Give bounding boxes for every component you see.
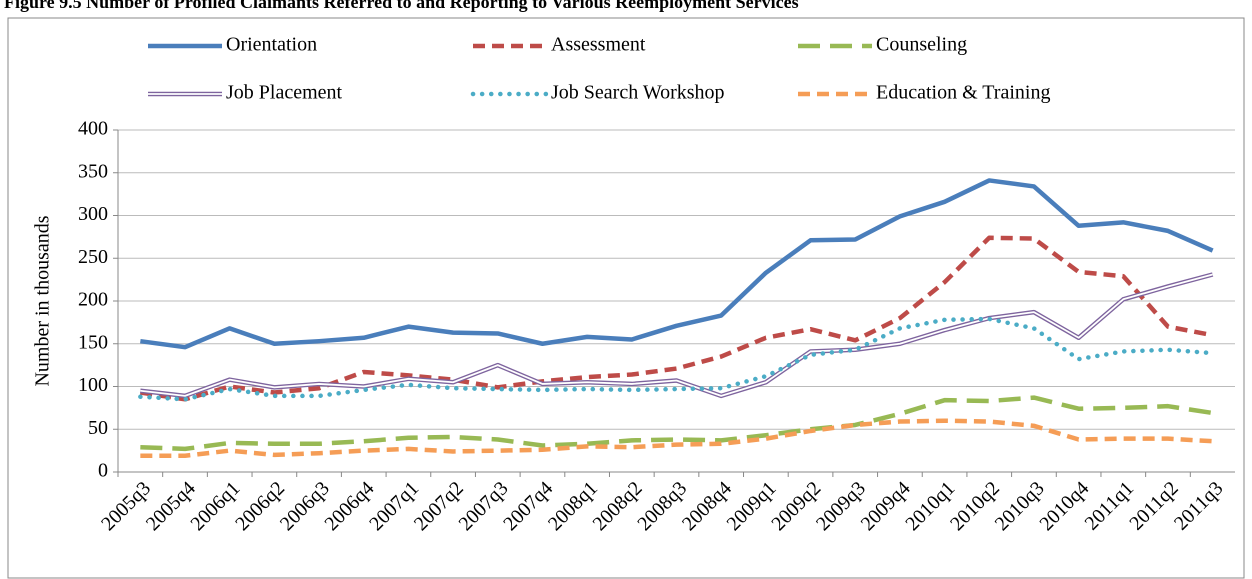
y-tick-label: 300 [78, 203, 108, 225]
y-tick-label: 100 [78, 374, 108, 396]
x-tick-label: 2007q1 [365, 477, 423, 535]
x-tick-label: 2009q3 [812, 477, 870, 535]
y-tick-label: 350 [78, 160, 108, 182]
y-tick-label: 0 [98, 460, 108, 482]
y-tick-label: 50 [88, 417, 108, 439]
x-tick-label: 2006q4 [321, 477, 379, 535]
legend-label: Orientation [226, 34, 317, 56]
x-tick-label: 2010q3 [991, 477, 1049, 535]
x-tick-label: 2005q4 [142, 477, 200, 535]
series-line [140, 178, 1214, 350]
x-tick-label: 2007q2 [410, 477, 468, 535]
chart-border [7, 17, 1245, 579]
x-tick-label: 2011q1 [1081, 477, 1138, 534]
x-tick-label: 2008q2 [589, 477, 647, 535]
series-line [139, 235, 1214, 402]
y-tick-label: 150 [78, 331, 108, 353]
x-tick-label: 2005q3 [97, 477, 155, 535]
y-axis-label: Number in thousands [32, 215, 54, 386]
series-line-outer [140, 272, 1214, 399]
series-line [138, 316, 1215, 402]
legend-label: Education & Training [876, 82, 1050, 104]
x-tick-label: 2010q2 [946, 477, 1004, 535]
x-tick-label: 2010q4 [1035, 477, 1093, 535]
x-tick-label: 2009q2 [767, 477, 825, 535]
chart-title: Figure 9.5 Number of Profiled Claimants … [4, 0, 799, 12]
x-tick-label: 2007q4 [499, 477, 557, 535]
series-line [140, 395, 1214, 452]
legend-label: Assessment [551, 34, 646, 56]
legend-label: Job Placement [226, 82, 343, 104]
series-line [140, 418, 1213, 459]
x-tick-label: 2008q4 [678, 477, 736, 535]
x-tick-label: 2008q1 [544, 477, 602, 535]
x-tick-label: 2009q4 [857, 477, 915, 535]
legend-label: Job Search Workshop [551, 82, 725, 104]
x-tick-label: 2007q3 [455, 477, 513, 535]
x-tick-label: 2006q1 [187, 477, 245, 535]
legend-label: Counseling [876, 34, 967, 56]
x-tick-label: 2006q2 [231, 477, 289, 535]
x-tick-label: 2006q3 [276, 477, 334, 535]
series-line-inner [140, 273, 1213, 397]
x-tick-label: 2011q3 [1170, 477, 1227, 534]
x-tick-label: 2011q2 [1125, 477, 1182, 534]
y-tick-label: 250 [78, 246, 108, 268]
y-tick-label: 400 [78, 118, 108, 140]
series-line [140, 274, 1212, 395]
y-tick-label: 200 [78, 289, 108, 311]
x-tick-label: 2010q1 [901, 477, 959, 535]
x-tick-label: 2008q3 [633, 477, 691, 535]
x-tick-label: 2009q1 [723, 477, 781, 535]
